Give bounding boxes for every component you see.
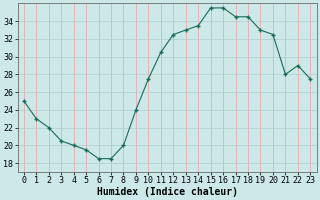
X-axis label: Humidex (Indice chaleur): Humidex (Indice chaleur) — [97, 186, 237, 197]
